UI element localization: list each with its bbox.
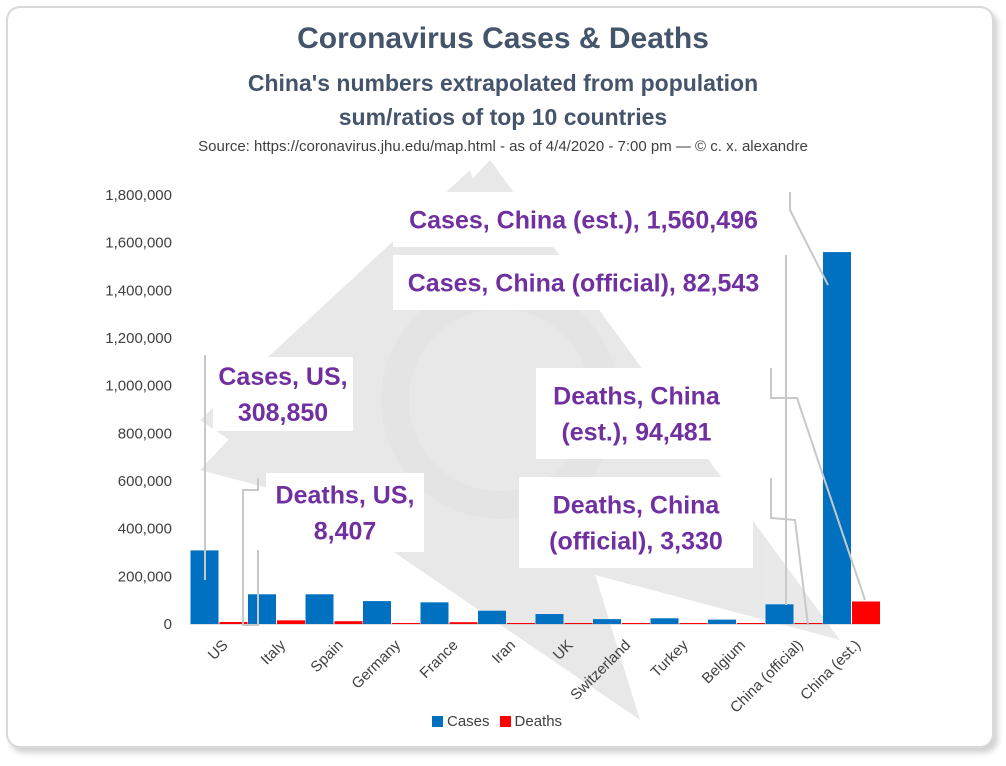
bar-cases-uk — [535, 614, 564, 624]
legend-item-cases: Cases — [432, 713, 490, 730]
chart-subtitle-line1: China's numbers extrapolated from popula… — [247, 70, 759, 96]
bar-deaths-spain — [334, 621, 363, 624]
chart-source: Source: https://coronavirus.jhu.edu/map.… — [198, 138, 808, 155]
bar-cases-france — [420, 602, 449, 624]
x-tick-label: Spain — [307, 637, 346, 676]
bar-cases-germany — [363, 601, 391, 624]
chart-subtitle-line2: sum/ratios of top 10 countries — [338, 104, 668, 130]
bar-deaths-china-est — [852, 601, 880, 624]
bar-deaths-turkey — [679, 623, 708, 624]
bar-deaths-belgium — [737, 623, 765, 624]
annotation-label-deaths-china-official: (official), 3,330 — [549, 528, 723, 556]
x-tick-label: France — [417, 637, 462, 682]
x-tick-label: US — [205, 637, 232, 664]
bar-cases-italy — [248, 594, 276, 624]
annotation-label-deaths-china-official: Deaths, China — [553, 492, 721, 520]
y-tick-label: 400,000 — [118, 521, 172, 538]
leader-deaths-us — [242, 478, 259, 626]
leader-deaths-china-est — [770, 368, 866, 601]
bar-cases-belgium — [708, 619, 736, 624]
bar-deaths-switzerland — [622, 623, 650, 624]
annotation-label-deaths-us: Deaths, US, — [276, 482, 415, 510]
y-tick-label: 1,800,000 — [105, 187, 172, 204]
leader-deaths-china-official — [770, 478, 809, 626]
chart-title: Coronavirus Cases & Deaths — [297, 22, 709, 55]
leader-cases-china-est — [789, 192, 829, 286]
annotation-label-cases-china-est: Cases, China (est.), 1,560,496 — [409, 207, 758, 235]
annotation-box-deaths-us — [266, 473, 424, 552]
bar-cases-china-official — [765, 604, 794, 624]
legend-swatch-deaths — [499, 716, 511, 727]
legend-item-deaths: Deaths — [499, 713, 563, 730]
x-tick-label: Germany — [348, 636, 404, 692]
bar-cases-spain — [305, 594, 334, 624]
annotation-label-deaths-china-est: Deaths, China — [553, 383, 721, 411]
x-tick-label: Turkey — [648, 636, 692, 680]
annotation-box-deaths-china-est — [536, 368, 737, 459]
annotation-label-deaths-us: 8,407 — [314, 518, 377, 546]
bar-deaths-us — [219, 621, 248, 624]
annotation-label-cases-china-official: Cases, China (official), 82,543 — [408, 270, 760, 298]
chart-legend: Cases Deaths — [432, 713, 572, 730]
bar-deaths-iran — [507, 623, 535, 624]
bar-deaths-france — [449, 622, 478, 624]
annotation-label-cases-us: Cases, US, — [218, 363, 347, 391]
y-tick-label: 1,600,000 — [105, 235, 172, 252]
x-tick-label: Iran — [489, 637, 519, 667]
y-tick-label: 0 — [164, 616, 172, 633]
x-tick-label: Italy — [258, 636, 290, 668]
y-tick-label: 1,000,000 — [105, 378, 172, 395]
y-tick-label: 200,000 — [118, 568, 172, 585]
annotation-label-cases-us: 308,850 — [238, 399, 328, 427]
annotation-box-cases-china-est — [393, 192, 774, 247]
bar-deaths-uk — [564, 622, 593, 624]
bar-cases-china-est — [823, 252, 851, 624]
y-tick-label: 800,000 — [118, 425, 172, 442]
y-tick-label: 1,200,000 — [105, 330, 172, 347]
bar-cases-turkey — [650, 618, 679, 624]
legend-label-deaths: Deaths — [514, 713, 563, 730]
bar-deaths-italy — [277, 620, 305, 624]
annotation-box-cases-us — [213, 357, 353, 431]
y-tick-label: 1,400,000 — [105, 282, 172, 299]
annotation-label-deaths-china-est: (est.), 94,481 — [561, 419, 711, 447]
annotation-box-cases-china-official — [393, 255, 774, 310]
legend-swatch-cases — [432, 716, 443, 727]
bar-cases-iran — [478, 610, 506, 624]
x-tick-label: Belgium — [699, 637, 749, 687]
bar-deaths-germany — [392, 623, 420, 624]
legend-label-cases: Cases — [447, 713, 490, 730]
y-tick-label: 600,000 — [118, 473, 172, 490]
annotation-box-deaths-china-official — [519, 477, 753, 568]
bar-cases-switzerland — [593, 619, 621, 624]
watermark-shape — [200, 170, 640, 720]
x-tick-label: China (est.) — [797, 637, 864, 704]
